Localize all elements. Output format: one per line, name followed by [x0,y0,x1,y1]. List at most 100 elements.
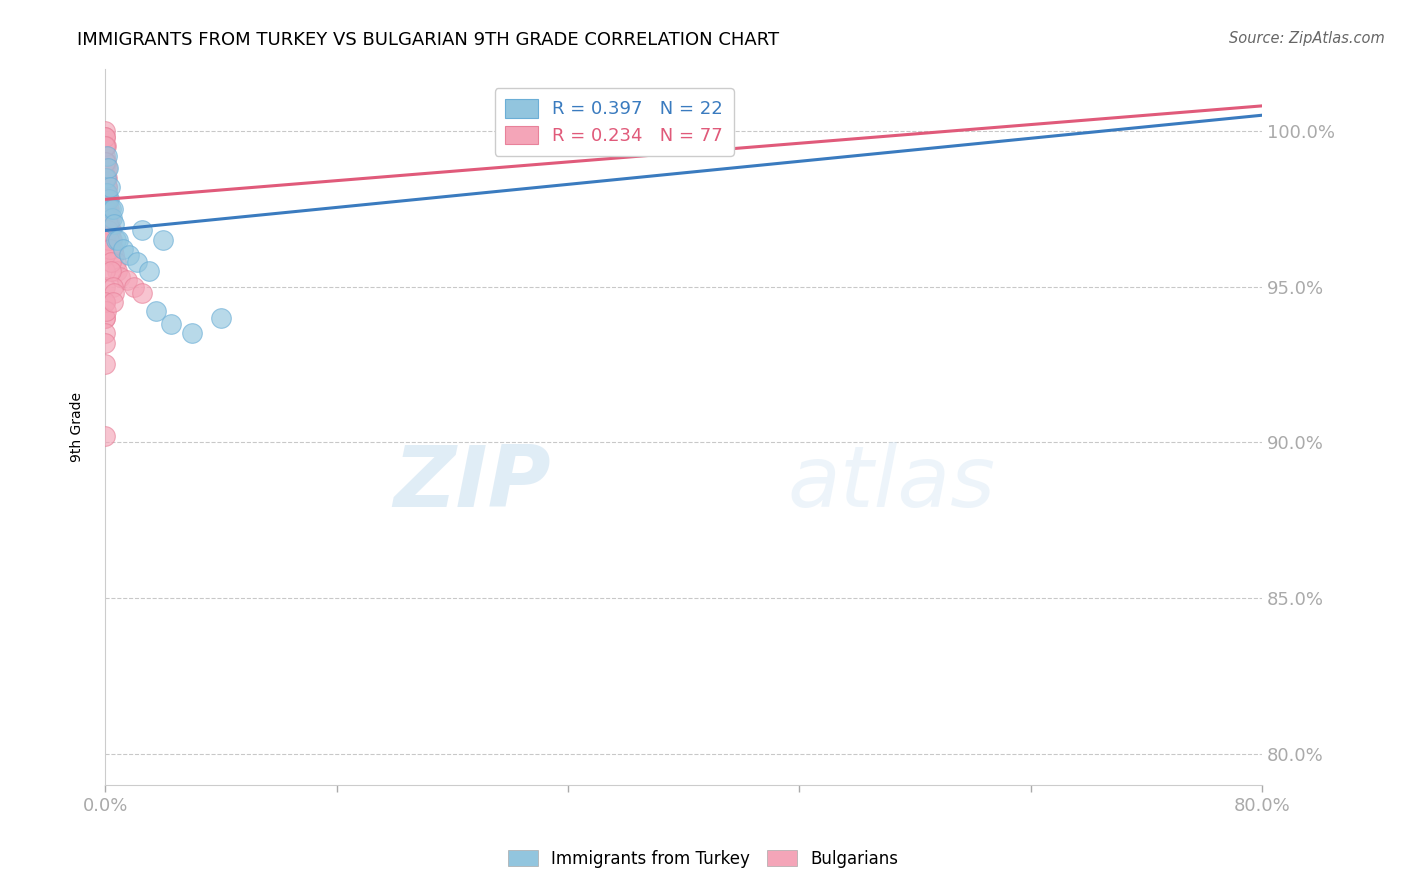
Point [97,217,120,231]
Point [181,326,204,341]
Point [108,270,131,285]
Legend: Immigrants from Turkey, Bulgarians: Immigrants from Turkey, Bulgarians [501,844,905,875]
Point [94,223,117,237]
Point [94,170,117,185]
Point [96,304,118,318]
Point [97,192,120,206]
Point [97,202,120,216]
Point [94,335,117,350]
Point [145,304,167,318]
Point [124,279,146,293]
Point [94,186,117,200]
Point [100,233,122,247]
Point [94,248,117,262]
Point [98,242,121,256]
Point [94,279,117,293]
Point [94,130,117,145]
Point [111,242,134,256]
Point [98,211,121,225]
Point [98,217,121,231]
Point [97,192,120,206]
Point [94,214,117,228]
Point [104,233,127,247]
Text: IMMIGRANTS FROM TURKEY VS BULGARIAN 9TH GRADE CORRELATION CHART: IMMIGRANTS FROM TURKEY VS BULGARIAN 9TH … [77,31,779,49]
Point [96,170,118,185]
Point [94,155,117,169]
Point [94,155,117,169]
Point [115,273,138,287]
Point [97,161,120,176]
Point [96,179,118,194]
Point [98,179,121,194]
Point [94,429,117,443]
Point [96,211,118,225]
Point [94,170,117,185]
Point [138,264,160,278]
Point [94,149,117,163]
Text: 9th Grade: 9th Grade [69,392,83,462]
Point [94,326,117,341]
Text: Source: ZipAtlas.com: Source: ZipAtlas.com [1229,31,1385,46]
Point [97,223,120,237]
Point [94,189,117,203]
Point [98,202,121,216]
Point [101,233,124,247]
Point [94,217,117,231]
Point [100,202,122,216]
Point [96,192,118,206]
Point [94,139,117,153]
Point [96,192,118,206]
Point [105,264,128,278]
Point [104,254,127,268]
Point [96,202,118,216]
Point [98,223,121,237]
Point [94,310,117,325]
Point [94,242,117,256]
Point [101,295,124,310]
Point [96,186,118,200]
Point [100,223,122,237]
Point [94,202,117,216]
Point [159,317,181,331]
Point [94,204,117,219]
Point [152,233,174,247]
Point [94,161,117,176]
Point [97,192,120,206]
Point [94,264,117,278]
Point [94,130,117,145]
Point [94,233,117,247]
Point [94,198,117,212]
Point [107,233,129,247]
Text: ZIP: ZIP [394,442,551,525]
Text: atlas: atlas [787,442,995,525]
Point [103,217,125,231]
Point [94,233,117,247]
Point [101,202,124,216]
Point [94,139,117,153]
Point [100,264,122,278]
Point [97,204,120,219]
Point [96,186,118,200]
Point [94,357,117,371]
Point [103,285,125,300]
Legend: R = 0.397   N = 22, R = 0.234   N = 77: R = 0.397 N = 22, R = 0.234 N = 77 [495,88,734,156]
Point [100,254,122,268]
Point [103,248,125,262]
Point [96,155,118,169]
Point [131,285,153,300]
Point [131,223,153,237]
Point [96,161,118,176]
Point [209,310,232,325]
Point [94,295,117,310]
Point [94,295,117,310]
Point [94,124,117,138]
Point [96,149,118,163]
Point [101,242,124,256]
Point [98,233,121,247]
Point [96,170,118,185]
Point [96,139,118,153]
Point [127,254,149,268]
Point [96,186,118,200]
Point [101,279,124,293]
Point [96,179,118,194]
